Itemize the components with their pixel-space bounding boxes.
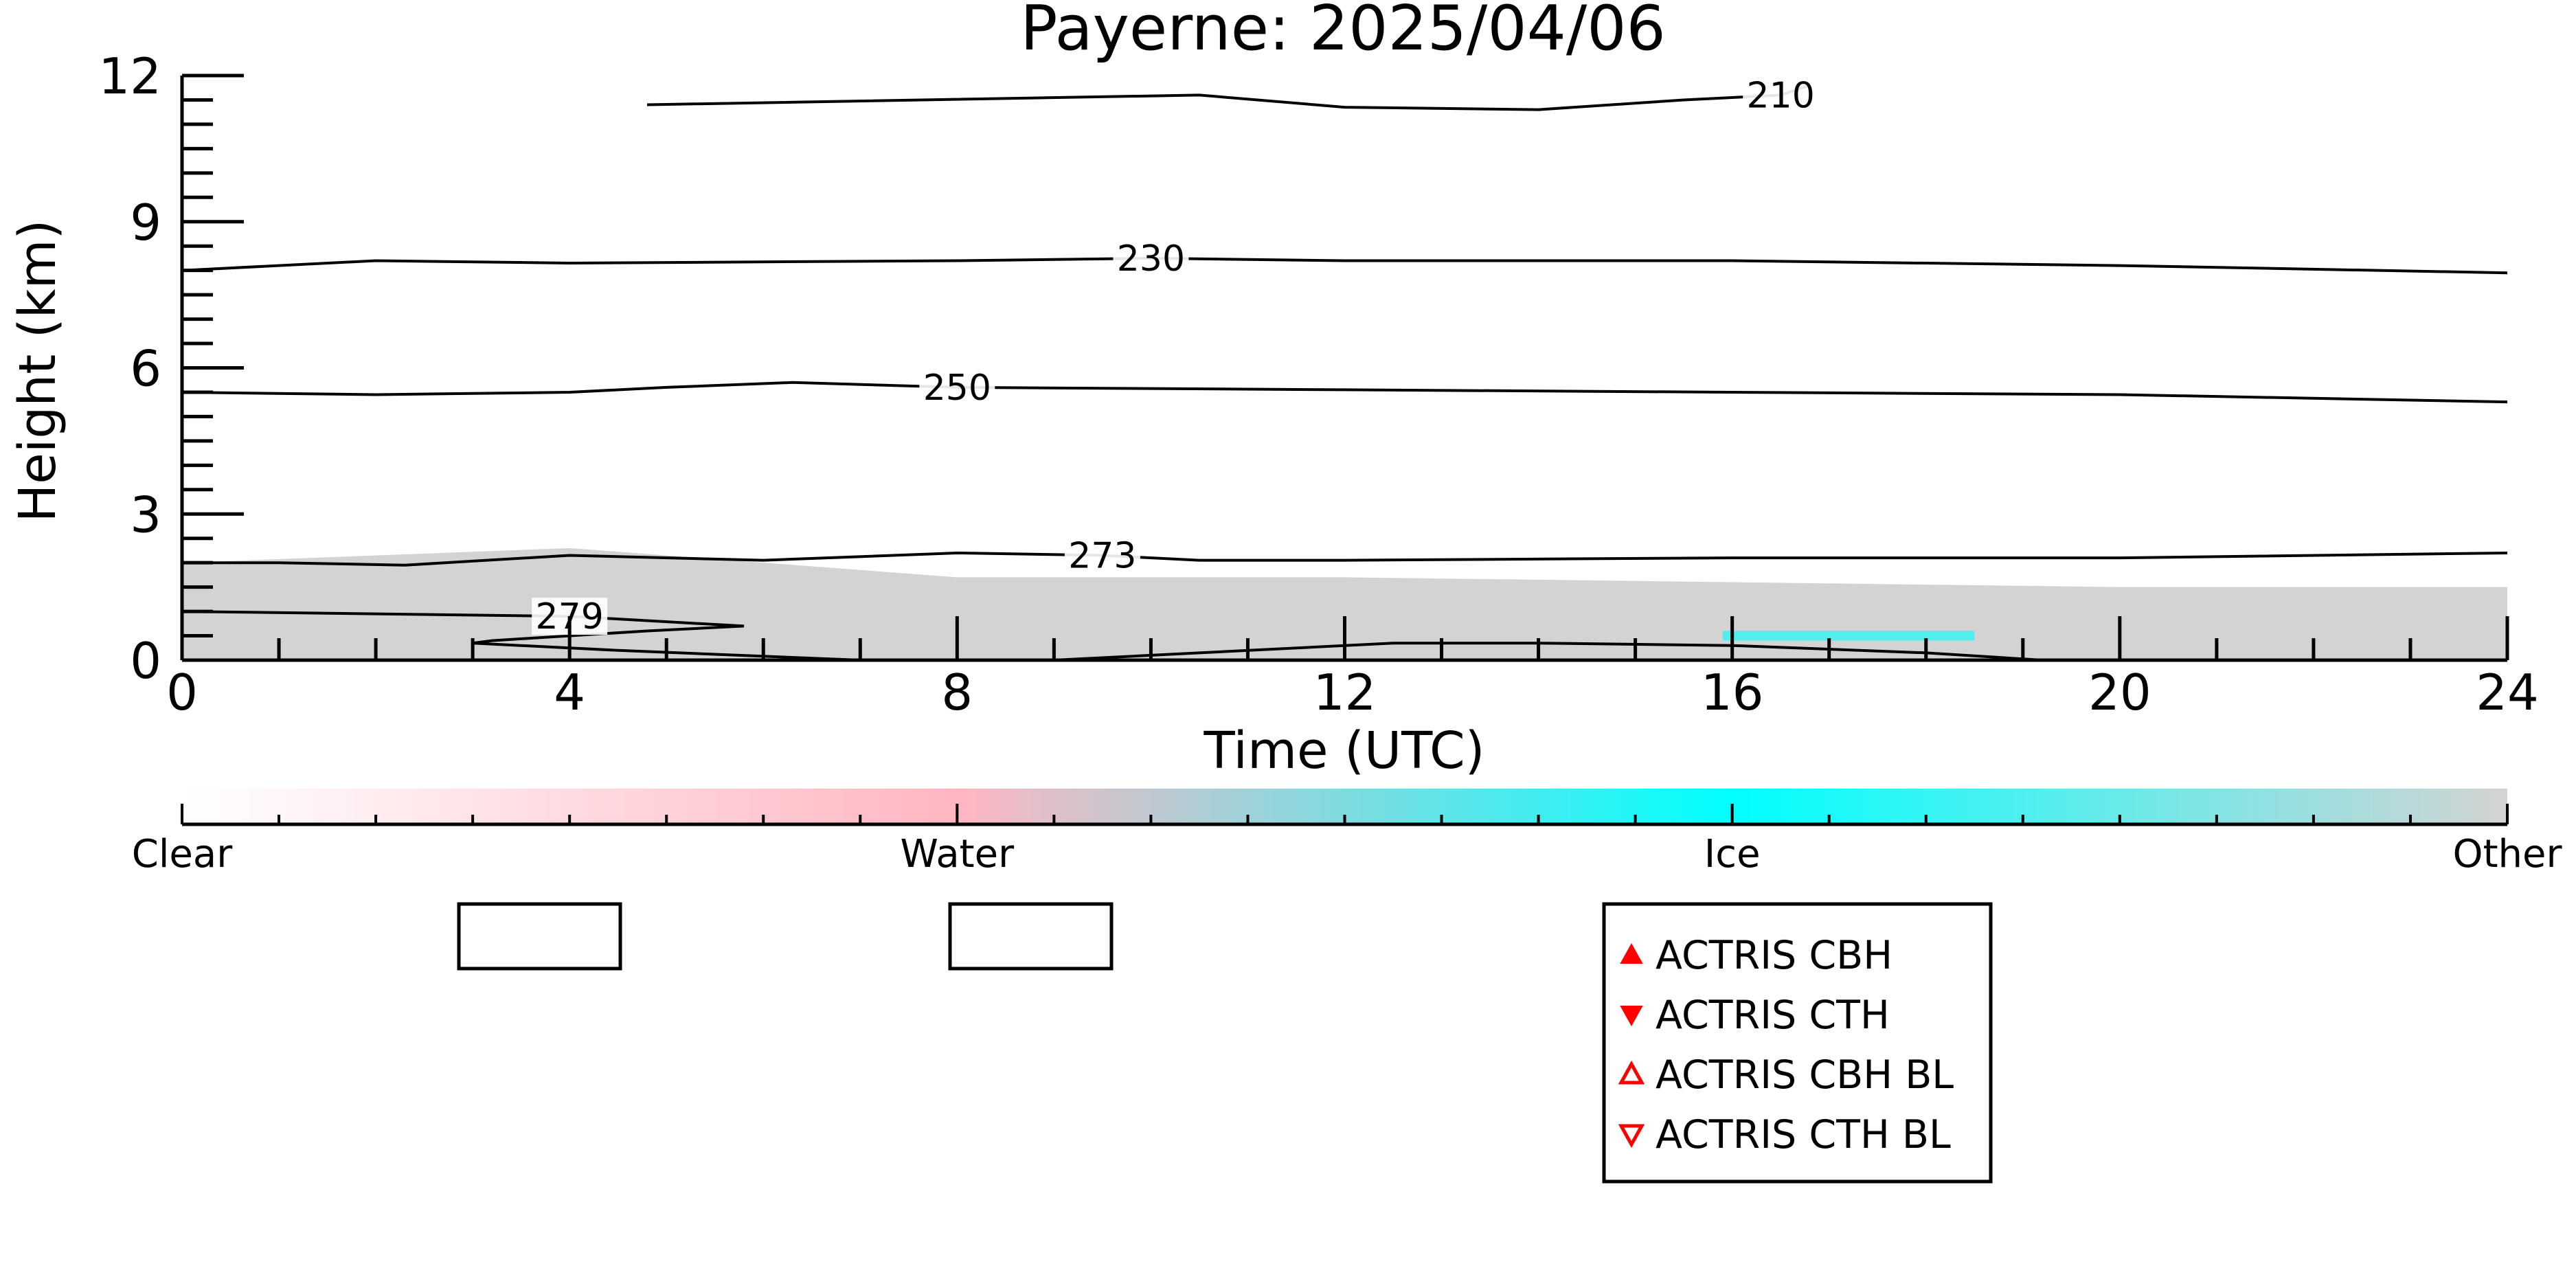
legend-entries: ACTRIS CBH ACTRIS CTH ACTRIS CBH BL ACTRIS …: [1618, 933, 1954, 1157]
legend-marker-0: [1620, 942, 1643, 964]
colorbar: Clear Water Ice Other: [132, 789, 2562, 877]
contour-line-210-0: [646, 84, 1811, 111]
y-tick-label: 0: [130, 632, 161, 690]
x-tick-label: 16: [1701, 664, 1764, 721]
contour-label-230-1: 230: [1117, 238, 1185, 280]
legend-marker-3: [1618, 1124, 1645, 1149]
y-tick-label: 3: [130, 486, 161, 543]
x-tick-label: 4: [554, 664, 585, 721]
chart-title: Payerne: 2025/04/06: [1020, 0, 1666, 65]
y-tick-label: 6: [130, 340, 161, 398]
empty-legend-box-left: [457, 902, 622, 971]
contour-line-230-1: [182, 256, 2507, 275]
x-axis-label: Time (UTC): [1203, 721, 1484, 780]
classification-field-layer: [182, 547, 2507, 660]
contour-line-250-2: [182, 381, 2507, 404]
y-axis-label: Height (km): [8, 220, 67, 523]
field-ice-1: [1722, 631, 1975, 641]
colorbar-label-clear: Clear: [132, 832, 233, 877]
legend-label-0: ACTRIS CBH: [1656, 933, 1893, 978]
contour-line-273-3: [182, 551, 2507, 567]
colorbar-label-water: Water: [901, 832, 1015, 877]
contour-label-bg-230-1: [1113, 239, 1189, 277]
y-tick-label: 9: [130, 194, 161, 251]
legend-label-1: ACTRIS CTH: [1656, 993, 1890, 1038]
contour-label-bg-273-3: [1064, 536, 1140, 574]
x-tick-label: 20: [2088, 664, 2151, 721]
contour-label-bg-210-0: [1743, 76, 1819, 114]
empty-legend-box-middle: [948, 902, 1114, 971]
empty-legend-boxes: [457, 902, 1114, 971]
colorbar-ticks: Clear Water Ice Other: [132, 804, 2562, 877]
legend-box: [1602, 902, 1993, 1184]
x-tick-label: 8: [941, 664, 973, 721]
legend-marker-1: [1620, 1006, 1643, 1027]
contour-label-273-3: 273: [1068, 536, 1136, 577]
legend-label-2: ACTRIS CBH BL: [1656, 1052, 1954, 1098]
legend-marker-2: [1618, 1060, 1645, 1085]
colorbar-label-other: Other: [2452, 832, 2562, 877]
y-tick-label: 12: [98, 47, 161, 105]
legend: ACTRIS CBH ACTRIS CTH ACTRIS CBH BL ACTRIS …: [1602, 902, 1993, 1184]
contour-label-bg-250-2: [919, 368, 995, 406]
colorbar-label-ice: Ice: [1704, 832, 1761, 877]
x-tick-label: 0: [166, 664, 198, 721]
x-tick-label: 12: [1313, 664, 1377, 721]
x-tick-label: 24: [2476, 664, 2539, 721]
axes: 0 3 6 9 12 0 4 8 12 16 20 24: [98, 47, 2538, 721]
contour-label-250-2: 250: [923, 368, 991, 409]
contour-label-210-0: 210: [1747, 75, 1815, 116]
legend-label-3: ACTRIS CTH BL: [1656, 1112, 1951, 1157]
